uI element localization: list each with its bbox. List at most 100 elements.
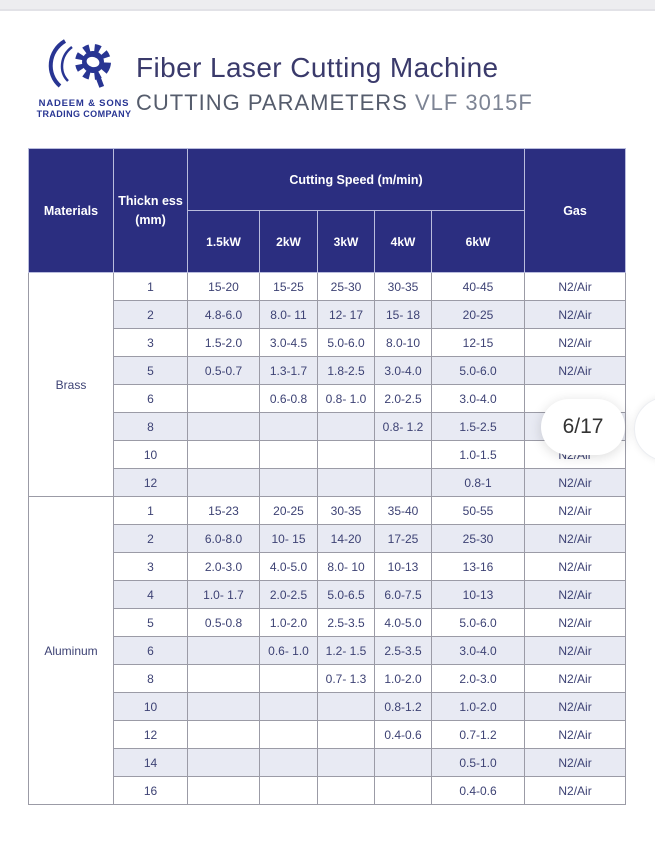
table-row: 6 0.6- 1.0 1.2- 1.5 2.5-3.5 3.0-4.0 N2/Air: [29, 636, 627, 665]
thickness-header-line1: Thickn ess: [118, 194, 183, 209]
speed-cell: 6.0-8.0: [187, 524, 260, 553]
gas-cell: N2/Air: [524, 692, 627, 721]
speed-cell: 10- 15: [259, 524, 318, 553]
cutting-parameters-table: Materials Thickn ess (mm) Cutting Speed …: [28, 148, 627, 805]
thickness-cell: 6: [113, 384, 188, 413]
table-row: 14 0.5-1.0 N2/Air: [29, 748, 627, 777]
gas-cell: N2/Air: [524, 524, 627, 553]
speed-cell: 3.0-4.0: [430, 636, 526, 665]
table-row: Brass 1 15-20 15-25 25-30 30-35 40-45 N2/Air: [28, 272, 627, 497]
gas-cell: N2/Air: [524, 496, 627, 525]
speed-cell: [259, 720, 318, 749]
table-row: 4 1.0- 1.7 2.0-2.5 5.0-6.5 6.0-7.5 10-13 N2/Ai…: [29, 580, 627, 609]
speed-cell: 8.0-10: [374, 328, 432, 357]
page-subtitle: CUTTING PARAMETERS VLF 3015F: [136, 90, 533, 116]
power-header: 1.5kW: [187, 210, 260, 273]
speed-cell: 5.0-6.0: [317, 328, 375, 357]
speed-cell: [187, 692, 260, 721]
speed-cell: 0.8- 1.2: [374, 412, 432, 441]
speed-cell: 1.2- 1.5: [317, 636, 375, 665]
speed-cell: [317, 440, 375, 469]
thickness-cell: 6: [113, 636, 188, 665]
speed-cell: 12-15: [430, 328, 526, 357]
speed-cell: 5.0-6.0: [430, 356, 526, 385]
speed-cell: 1.5-2.0: [187, 328, 260, 357]
speed-cell: 6.0-7.5: [374, 580, 432, 609]
power-header: 2kW: [259, 210, 318, 273]
speed-cell: 15-23: [187, 496, 260, 525]
company-name: NADEEM & SONS: [38, 98, 130, 109]
speed-cell: [374, 776, 432, 805]
speed-cell: [317, 748, 375, 777]
table-row: 2 4.8-6.0 8.0- 11 12- 17 15- 18 20-25 N2/Air: [29, 300, 627, 329]
gas-cell: N2/Air: [524, 356, 627, 385]
table-row: 6 0.6-0.8 0.8- 1.0 2.0-2.5 3.0-4.0: [29, 384, 627, 413]
table-row: 2 6.0-8.0 10- 15 14-20 17-25 25-30 N2/Air: [29, 524, 627, 553]
speed-cell: 3.0-4.0: [374, 356, 432, 385]
thickness-cell: 12: [113, 720, 188, 749]
speed-cell: [187, 748, 260, 777]
thickness-cell: 4: [113, 580, 188, 609]
speed-cell: 2.5-3.5: [317, 608, 375, 637]
thickness-cell: 12: [113, 468, 188, 497]
thickness-cell: 2: [113, 524, 188, 553]
speed-cell: 2.5-3.5: [374, 636, 432, 665]
speed-cell: 0.8-1: [430, 468, 526, 497]
speed-cell: [317, 468, 375, 497]
speed-cell: 15-20: [187, 272, 260, 301]
power-header: 6kW: [430, 210, 526, 273]
speed-cell: [259, 440, 318, 469]
speed-cell: [187, 776, 260, 805]
gas-cell: N2/Air: [524, 636, 627, 665]
speed-cell: 5.0-6.5: [317, 580, 375, 609]
subtitle-text: CUTTING PARAMETERS: [136, 90, 408, 115]
speed-cell: 8.0- 10: [317, 552, 375, 581]
speed-cell: 15-25: [259, 272, 318, 301]
speed-cell: [259, 468, 318, 497]
speed-cell: 14-20: [317, 524, 375, 553]
speed-cell: [187, 664, 260, 693]
speed-cell: 5.0-6.0: [430, 608, 526, 637]
thickness-cell: 8: [113, 412, 188, 441]
speed-cell: 0.7- 1.3: [317, 664, 375, 693]
table-row: 5 0.5-0.8 1.0-2.0 2.5-3.5 4.0-5.0 5.0-6.0 N2/A…: [29, 608, 627, 637]
table-row: 10 0.8-1.2 1.0-2.0 N2/Air: [29, 692, 627, 721]
thickness-cell: 5: [113, 356, 188, 385]
gas-cell: N2/Air: [524, 272, 627, 301]
gas-cell: N2/Air: [524, 468, 627, 497]
speed-cell: 17-25: [374, 524, 432, 553]
speed-cell: 4.0-5.0: [374, 608, 432, 637]
speed-cell: 30-35: [374, 272, 432, 301]
page-indicator-badge: 6/17: [541, 399, 625, 455]
gear-swoosh-icon: [48, 39, 111, 88]
speed-cell: 25-30: [430, 524, 526, 553]
power-row: 1.5kW 2kW 3kW 4kW 6kW: [29, 210, 626, 273]
speed-cell: 2.0-3.0: [187, 552, 260, 581]
gas-cell: N2/Air: [524, 748, 627, 777]
speed-cell: 0.6- 1.0: [259, 636, 318, 665]
edge-circle-button[interactable]: [634, 397, 655, 461]
speed-cell: 20-25: [259, 496, 318, 525]
table-body: Brass 1 15-20 15-25 25-30 30-35 40-45 N2/Air 2 4.…: [28, 272, 627, 805]
speed-cell: 2.0-3.0: [430, 664, 526, 693]
speed-cell: 1.0- 1.7: [187, 580, 260, 609]
gas-header: Gas: [524, 148, 627, 273]
speed-cell: [259, 412, 318, 441]
thickness-cell: 10: [113, 692, 188, 721]
gas-cell: N2/Air: [524, 664, 627, 693]
speed-cell: [374, 440, 432, 469]
table-row: 3 1.5-2.0 3.0-4.5 5.0-6.0 8.0-10 12-15 N2/Air: [29, 328, 627, 357]
table-row: 12 0.8-1 N2/Air: [29, 468, 627, 497]
power-header: 4kW: [374, 210, 432, 273]
gas-cell: N2/Air: [524, 580, 627, 609]
speed-cell: 0.5-1.0: [430, 748, 526, 777]
speed-cell: [259, 748, 318, 777]
speed-cell: 1.0-2.0: [374, 664, 432, 693]
speed-cell: 0.8- 1.0: [317, 384, 375, 413]
thickness-cell: 5: [113, 608, 188, 637]
speed-cell: 1.0-2.0: [259, 608, 318, 637]
speed-cell: 4.0-5.0: [259, 552, 318, 581]
brand-logo: NADEEM & SONS TRADING COMPANY: [26, 36, 142, 119]
speed-cell: 10-13: [374, 552, 432, 581]
